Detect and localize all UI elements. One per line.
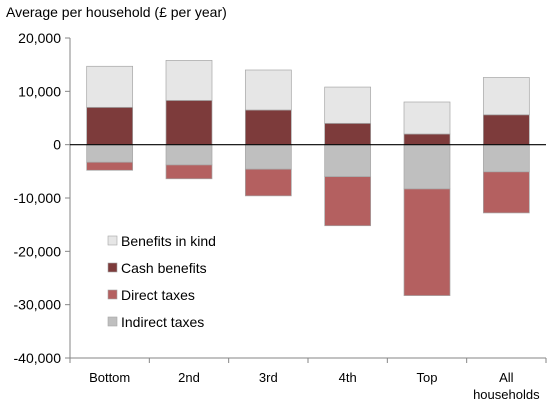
bar-direct-taxes-0 [86, 161, 134, 171]
bar-indirect-taxes-2 [244, 144, 292, 170]
x-category-label: Bottom [89, 370, 130, 385]
legend: Benefits in kind Cash benefits Direct taxe… [107, 233, 216, 330]
bar-direct-taxes-3 [324, 176, 372, 227]
legend-swatch-direct-taxes [107, 289, 118, 300]
y-tick-label: -10,000 [14, 190, 62, 206]
bar-cash-benefits-4 [403, 133, 451, 146]
x-category-label: All [499, 370, 514, 385]
bar-direct-taxes-5 [482, 171, 530, 214]
bar-direct-taxes-2 [244, 168, 292, 197]
y-tick-label: -20,000 [14, 243, 62, 259]
x-category-label: 4th [339, 370, 357, 385]
bar-indirect-taxes-4 [403, 144, 451, 190]
y-tick-label: -40,000 [14, 350, 62, 366]
bar-cash-benefits-2 [244, 109, 292, 146]
bar-indirect-taxes-1 [165, 144, 213, 166]
y-axis-title: Average per household (£ per year) [6, 4, 227, 20]
y-tick-label: 20,000 [18, 30, 61, 46]
bar-cash-benefits-3 [324, 122, 372, 146]
legend-swatch-indirect-taxes [107, 316, 118, 327]
x-category-label: 2nd [178, 370, 200, 385]
bar-indirect-taxes-3 [324, 144, 372, 178]
bar-direct-taxes-1 [165, 164, 213, 180]
bar-cash-benefits-1 [165, 100, 213, 146]
bar-cash-benefits-0 [86, 106, 134, 146]
legend-label-indirect-taxes: Indirect taxes [121, 314, 204, 330]
x-category-label: 3rd [259, 370, 278, 385]
bar-benefits-in-kind-2 [244, 69, 292, 111]
legend-label-benefits-in-kind: Benefits in kind [121, 233, 216, 249]
bars-layer [86, 60, 530, 296]
bar-benefits-in-kind-3 [324, 86, 372, 124]
legend-swatch-benefits-in-kind [107, 235, 118, 246]
bar-benefits-in-kind-5 [482, 77, 530, 116]
legend-label-cash-benefits: Cash benefits [121, 260, 207, 276]
bar-cash-benefits-5 [482, 114, 530, 146]
y-tick-label: -30,000 [14, 297, 62, 313]
bar-benefits-in-kind-1 [165, 60, 213, 101]
x-category-label: Top [417, 370, 438, 385]
bar-indirect-taxes-0 [86, 144, 134, 163]
bar-indirect-taxes-5 [482, 144, 530, 173]
axes-layer: 20,000 10,000 0 -10,000 -20,000 -30,000 -40,00… [14, 30, 547, 402]
y-tick-label: 10,000 [18, 83, 61, 99]
legend-label-direct-taxes: Direct taxes [121, 287, 195, 303]
bar-benefits-in-kind-4 [403, 101, 451, 135]
x-category-label: households [473, 387, 540, 402]
legend-swatch-cash-benefits [107, 262, 118, 273]
bar-direct-taxes-4 [403, 188, 451, 296]
bar-benefits-in-kind-0 [86, 65, 134, 108]
y-tick-label: 0 [53, 137, 61, 153]
